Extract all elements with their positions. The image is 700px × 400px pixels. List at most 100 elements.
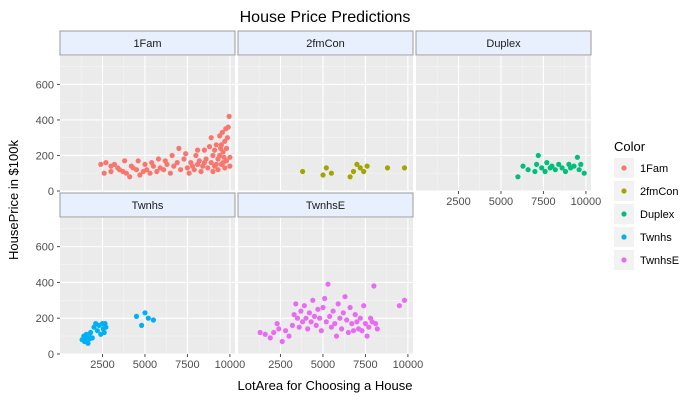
data-point-1fam	[201, 160, 207, 166]
data-point-twnhse	[357, 315, 363, 321]
data-point-twnhse	[359, 328, 365, 334]
legend-swatch	[621, 165, 627, 171]
data-point-twnhse	[344, 317, 350, 323]
data-point-1fam	[220, 160, 226, 166]
data-point-twnhse	[320, 304, 326, 311]
legend-swatch	[621, 257, 627, 263]
panel-background	[238, 218, 413, 354]
data-point-1fam	[222, 165, 228, 171]
data-point-twnhs	[133, 313, 140, 319]
data-point-1fam	[162, 158, 168, 164]
data-point-twnhse	[339, 326, 345, 332]
y-tick-label: 400	[36, 277, 54, 289]
data-point-1fam	[142, 161, 148, 167]
data-point-duplex	[581, 170, 587, 176]
chart-title: House Price Predictions	[240, 9, 411, 26]
data-point-twnhse	[313, 322, 319, 328]
x-tick-label: 7500	[531, 196, 555, 208]
data-point-duplex	[534, 161, 540, 167]
data-point-1fam	[201, 147, 207, 153]
data-point-1fam	[208, 160, 214, 166]
data-point-twnhse	[315, 306, 321, 312]
legend-item-twnhse: TwnhsE	[614, 250, 679, 270]
facet-panel-twnhse: TwnhsE 2500 5000 7500 10000	[237, 192, 423, 371]
data-point-duplex	[552, 167, 558, 173]
data-point-2fmcon	[354, 161, 360, 167]
data-point-duplex	[571, 163, 577, 169]
data-point-twnhse	[271, 329, 277, 336]
data-point-2fmcon	[328, 170, 334, 176]
data-point-twnhs	[94, 328, 100, 334]
x-tick-label: 2500	[268, 359, 292, 371]
legend-label: Duplex	[640, 209, 675, 221]
x-tick-label: 5000	[133, 359, 157, 371]
data-point-1fam	[167, 170, 173, 176]
data-point-1fam	[127, 174, 133, 180]
data-point-twnhse	[337, 315, 343, 321]
legend-label: 2fmCon	[640, 186, 679, 198]
data-point-1fam	[223, 145, 230, 151]
data-point-1fam	[111, 161, 117, 167]
data-point-1fam	[224, 135, 230, 141]
facet-strip-2fmcon	[237, 30, 414, 56]
x-tick-label: 10000	[571, 196, 602, 208]
facet-strip-label: TwnhsE	[306, 200, 345, 212]
facet-strip-twnhse	[237, 192, 414, 218]
data-point-1fam	[133, 167, 140, 173]
facet-panel-twnhs: Twnhs 0 200 400 600 2500 5000 7500 10000	[36, 192, 245, 371]
data-point-twnhse	[371, 283, 377, 289]
data-point-twnhse	[306, 310, 312, 316]
data-point-1fam	[217, 152, 223, 159]
x-tick-label: 5000	[489, 196, 513, 208]
data-point-twnhs	[139, 322, 145, 328]
legend-label: Twnhs	[640, 232, 672, 244]
data-point-2fmcon	[384, 165, 391, 171]
legend-item-1fam: 1Fam	[614, 158, 668, 178]
data-point-1fam	[123, 170, 129, 176]
facet-panel-duplex: Duplex 2500 5000 7500 10000	[415, 30, 602, 208]
data-point-1fam	[154, 168, 160, 175]
data-point-1fam	[208, 135, 214, 141]
data-point-twnhse	[276, 326, 282, 332]
data-point-1fam	[98, 161, 104, 167]
data-point-twnhse	[286, 333, 292, 339]
data-point-1fam	[144, 167, 150, 173]
data-point-1fam	[205, 165, 211, 171]
data-point-twnhse	[364, 333, 370, 339]
data-point-twnhse	[361, 303, 367, 309]
data-point-duplex	[542, 168, 548, 175]
legend: Color 1Fam 2fmCon Duplex Twnhs TwnhsE	[614, 139, 679, 270]
data-point-twnhse	[328, 324, 334, 330]
x-tick-label: 7500	[353, 359, 377, 371]
data-point-duplex	[544, 160, 550, 166]
y-tick-label: 200	[36, 150, 54, 162]
legend-label: TwnhsE	[640, 255, 679, 267]
facet-panels: 1Fam 0 200 400 600 2fmCon Duplex 2500 5000 7500 10…	[36, 30, 602, 371]
data-point-1fam	[213, 142, 219, 148]
data-point-twnhse	[293, 301, 299, 307]
data-point-twnhse	[325, 281, 331, 287]
data-point-twnhse	[373, 321, 379, 327]
data-point-twnhs	[101, 329, 107, 336]
data-point-1fam	[108, 168, 114, 175]
data-point-twnhse	[317, 315, 323, 321]
data-point-duplex	[515, 174, 521, 180]
legend-item-duplex: Duplex	[614, 204, 675, 224]
y-tick-label: 200	[36, 313, 54, 325]
data-point-duplex	[562, 168, 569, 175]
facet-strip-label: 1Fam	[133, 38, 161, 50]
data-point-twnhs	[89, 335, 95, 341]
data-point-2fmcon	[347, 174, 353, 180]
data-point-1fam	[186, 170, 192, 176]
legend-swatch	[621, 211, 627, 217]
data-point-1fam	[101, 170, 107, 176]
data-point-twnhse	[362, 321, 368, 327]
facet-strip-1fam	[59, 30, 236, 56]
data-point-2fmcon	[323, 165, 329, 171]
y-tick-label: 600	[36, 79, 54, 91]
data-point-1fam	[149, 160, 155, 166]
data-point-1fam	[128, 163, 134, 169]
y-tick-label: 0	[48, 349, 54, 361]
data-point-twnhs	[145, 315, 151, 321]
